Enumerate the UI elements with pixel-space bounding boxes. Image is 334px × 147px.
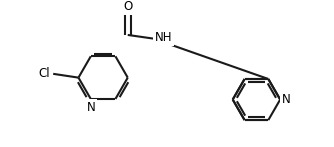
Text: Cl: Cl: [39, 67, 50, 80]
Text: N: N: [87, 101, 95, 114]
Text: NH: NH: [155, 31, 173, 44]
Text: N: N: [282, 93, 291, 106]
Text: O: O: [123, 0, 132, 13]
